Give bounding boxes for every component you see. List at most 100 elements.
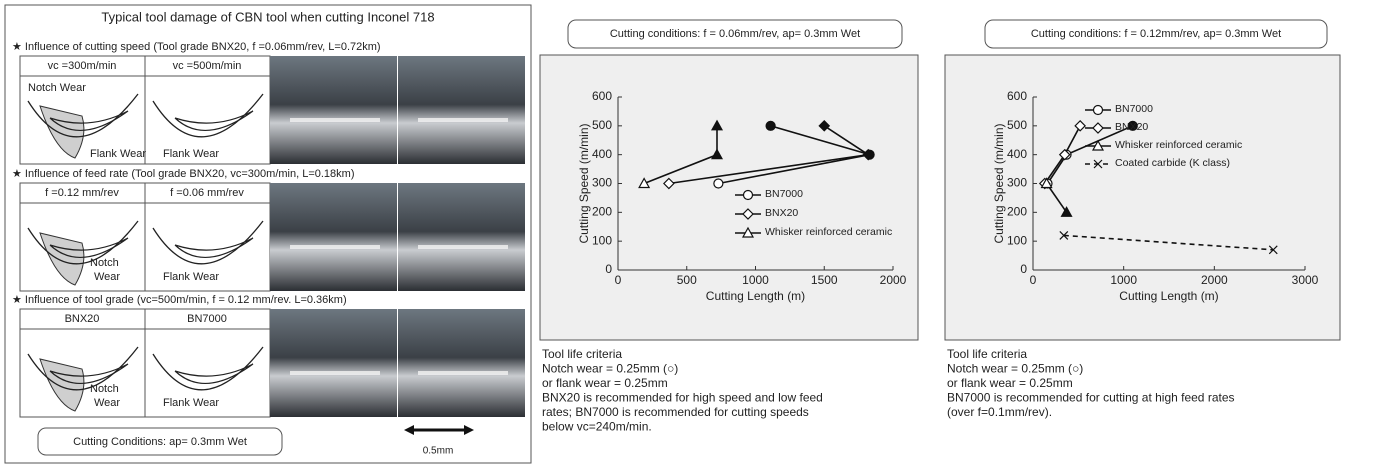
wear-photo: [270, 309, 397, 417]
marker: [1268, 245, 1278, 255]
legend-label: Whisker reinforced ceramic: [765, 226, 893, 238]
x-tick-label: 3000: [1292, 273, 1319, 287]
tool-edge: [152, 93, 264, 138]
legend-entry: BN7000: [765, 188, 803, 200]
conditions-box: [37, 427, 283, 456]
legend-entry: Coated carbide (K class): [1115, 157, 1230, 169]
note-line: (over f=0.1mm/rev).: [947, 405, 1052, 419]
x-tick-label: 0: [1030, 273, 1037, 287]
marker: [1060, 206, 1073, 217]
marker: [1040, 177, 1053, 189]
note-line: Notch wear = 0.25mm (○): [947, 362, 1083, 376]
column-header: vc =300m/min: [48, 60, 117, 72]
chart-frame: [539, 54, 919, 341]
x-tick-label: 500: [677, 273, 697, 287]
notch-wear-area: [39, 232, 85, 286]
photo-highlight: [290, 245, 380, 249]
note-line: or flank wear = 0.25mm: [947, 376, 1073, 390]
legend-label: Whisker reinforced ceramic: [1115, 139, 1243, 151]
x-axis-label: Cutting Length (m): [1119, 289, 1218, 303]
marker: [713, 178, 724, 189]
chart-frame: [944, 54, 1341, 341]
y-tick-label: 100: [1007, 233, 1027, 247]
wear-label: Wear: [94, 397, 120, 409]
left-panel-frame: [4, 4, 532, 464]
wear-photo: [398, 56, 525, 164]
note-line: Notch wear = 0.25mm (○): [542, 362, 678, 376]
section-heading: ★ Influence of tool grade (vc=500m/min, …: [12, 294, 347, 306]
y-tick-label: 200: [1007, 205, 1027, 219]
x-tick-label: 1000: [1110, 273, 1137, 287]
y-tick-label: 500: [592, 118, 612, 132]
y-tick-label: 300: [592, 176, 612, 190]
note-line: BNX20 is recommended for high speed and …: [542, 391, 823, 405]
marker: [638, 177, 651, 189]
wear-label: Flank Wear: [90, 148, 146, 160]
note-line: below vc=240m/min.: [542, 420, 652, 434]
chart-conditions: Cutting conditions: f = 0.12mm/rev, ap= …: [1031, 28, 1281, 40]
legend-label: BN7000: [1115, 103, 1153, 115]
column-header: BN7000: [187, 313, 227, 325]
wear-photo: [398, 183, 525, 291]
flank-wear: [49, 110, 129, 131]
wear-photo: [270, 183, 397, 291]
wear-label: Notch: [90, 257, 119, 269]
marker: [862, 148, 875, 161]
column-header: f =0.12 mm/rev: [45, 187, 119, 199]
y-tick-label: 600: [592, 89, 612, 103]
flank-wear: [174, 237, 254, 258]
marker: [1059, 230, 1069, 240]
y-tick-label: 0: [1020, 262, 1027, 276]
tool-edge: [152, 346, 264, 391]
note-line: or flank wear = 0.25mm: [542, 376, 668, 390]
column-header: BNX20: [65, 313, 100, 325]
note-line: Tool life criteria: [947, 347, 1027, 361]
wear-label: Notch: [90, 383, 119, 395]
photo-highlight: [418, 371, 508, 375]
legend-marker: [742, 189, 754, 201]
left-panel-title: Typical tool damage of CBN tool when cut…: [101, 9, 434, 24]
legend-label: Coated carbide (K class): [1115, 157, 1230, 169]
y-tick-label: 100: [592, 233, 612, 247]
tool-edge: [27, 346, 139, 391]
note-line: rates; BN7000 is recommended for cutting…: [542, 405, 809, 419]
marker: [1074, 119, 1086, 132]
marker: [710, 119, 724, 131]
y-tick-label: 500: [1007, 118, 1027, 132]
photo-highlight: [418, 245, 508, 249]
legend-marker: [1091, 139, 1105, 151]
x-axis-label: Cutting Length (m): [706, 289, 805, 303]
y-tick-label: 200: [592, 205, 612, 219]
wear-photo: [398, 309, 525, 417]
y-tick-label: 0: [605, 262, 612, 276]
marker: [818, 119, 831, 132]
photo-highlight: [290, 371, 380, 375]
x-tick-label: 2000: [1201, 273, 1228, 287]
legend-entry: BNX20: [1115, 121, 1148, 133]
column-header: vc =500m/min: [173, 60, 242, 72]
y-tick-label: 300: [1007, 176, 1027, 190]
wear-photo: [270, 56, 397, 164]
column-header: f =0.06 mm/rev: [170, 187, 244, 199]
series-line: [1045, 183, 1068, 213]
y-axis-label: Cutting Speed (m/min): [577, 123, 591, 243]
photo-highlight: [290, 118, 380, 122]
x-tick-label: 0: [615, 273, 622, 287]
series-line: [1063, 234, 1274, 251]
notch-wear-area: [39, 358, 85, 412]
section-heading: ★ Influence of cutting speed (Tool grade…: [12, 41, 381, 53]
legend-marker: [741, 226, 755, 238]
photo-highlight: [418, 118, 508, 122]
wear-label: Notch Wear: [28, 82, 86, 94]
legend-label: BNX20: [765, 207, 799, 219]
flank-wear: [174, 110, 254, 131]
section-heading: ★ Influence of feed rate (Tool grade BNX…: [12, 168, 355, 180]
x-tick-label: 2000: [880, 273, 907, 287]
chart-conditions: Cutting conditions: f = 0.06mm/rev, ap= …: [610, 28, 860, 40]
tool-edge: [27, 220, 139, 265]
note-line: BN7000 is recommended for cutting at hig…: [947, 391, 1235, 405]
notch-wear-area: [39, 105, 85, 159]
note-line: Tool life criteria: [542, 347, 622, 361]
marker: [765, 120, 776, 131]
